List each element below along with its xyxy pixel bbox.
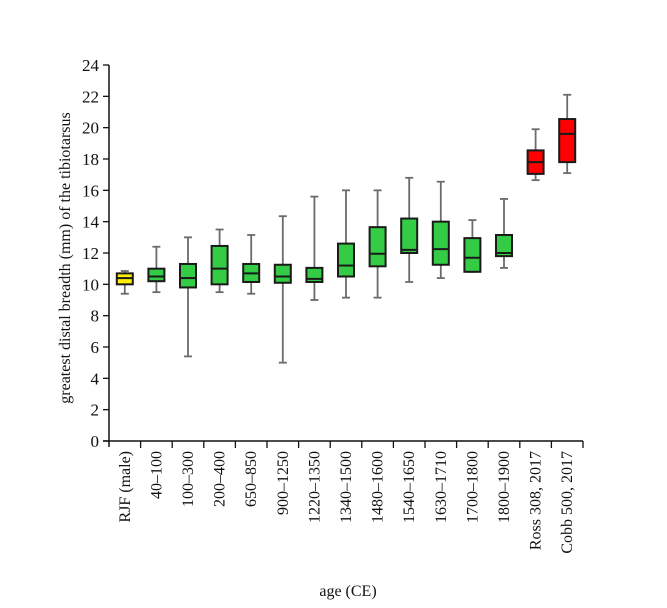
x-category-label: 1630–1710 [433,451,450,523]
box-iqr [463,237,482,273]
box-modern [558,93,577,175]
y-tick-label: 14 [82,213,100,232]
x-category-label: 100–300 [180,451,197,507]
x-category-label: Cobb 500, 2017 [559,451,576,554]
x-category-label: 1340–1500 [338,451,355,523]
y-tick-label: 24 [82,56,100,75]
box-iqr [558,118,577,164]
box-iqr [305,266,324,283]
x-category-label: 650–850 [243,451,260,507]
box-archaeological [368,189,387,299]
x-axis-ticks: RJF (male) 40–100 100–300 200–400 650–850 900… [117,441,584,554]
box-archaeological [210,228,229,294]
box-iqr [400,217,419,255]
box-iqr [210,244,229,286]
box-archaeological [495,198,513,269]
x-category-label: Ross 308, 2017 [528,451,545,550]
y-tick-label: 12 [82,244,99,263]
box-iqr [368,226,387,268]
box-archaeological [463,219,482,273]
box-modern [526,128,545,182]
x-category-label: 1700–1800 [464,451,481,523]
y-tick-label: 4 [91,369,100,388]
box-archaeological [147,245,166,294]
x-category-label: 40–100 [148,451,165,499]
box-iqr [337,242,355,278]
box-plot-series [115,93,577,364]
box-archaeological [337,189,355,299]
box-archaeological [431,180,450,279]
x-axis-title: age (CE) [319,583,376,600]
y-tick-label: 0 [91,432,100,451]
y-tick-label: 6 [91,338,100,357]
box-wild [115,270,134,295]
x-category-label: RJF (male) [117,451,134,523]
y-tick-label: 16 [82,181,99,200]
y-axis-title: greatest distal breadth (mm) of the tibi… [57,112,74,403]
x-category-label: 1540–1650 [401,451,418,523]
x-category-label: 200–400 [212,451,229,507]
x-category-label: 1800–1900 [496,451,513,523]
y-tick-label: 18 [82,150,99,169]
y-tick-label: 2 [91,401,100,420]
y-tick-label: 22 [82,87,99,106]
box-archaeological [273,215,292,364]
box-iqr [431,220,450,266]
box-iqr [147,267,166,283]
box-iqr [273,263,292,284]
y-tick-label: 8 [91,307,100,326]
x-category-label: 900–1250 [275,451,292,515]
box-iqr [495,233,513,258]
x-category-label: 1480–1600 [370,451,387,523]
box-iqr [179,262,197,289]
y-tick-label: 20 [82,119,99,138]
box-archaeological [305,195,324,301]
box-archaeological [242,234,261,295]
box-archaeological [179,236,197,358]
box-archaeological [400,176,419,283]
x-category-label: 1220–1350 [306,451,323,523]
y-tick-label: 10 [82,275,99,294]
